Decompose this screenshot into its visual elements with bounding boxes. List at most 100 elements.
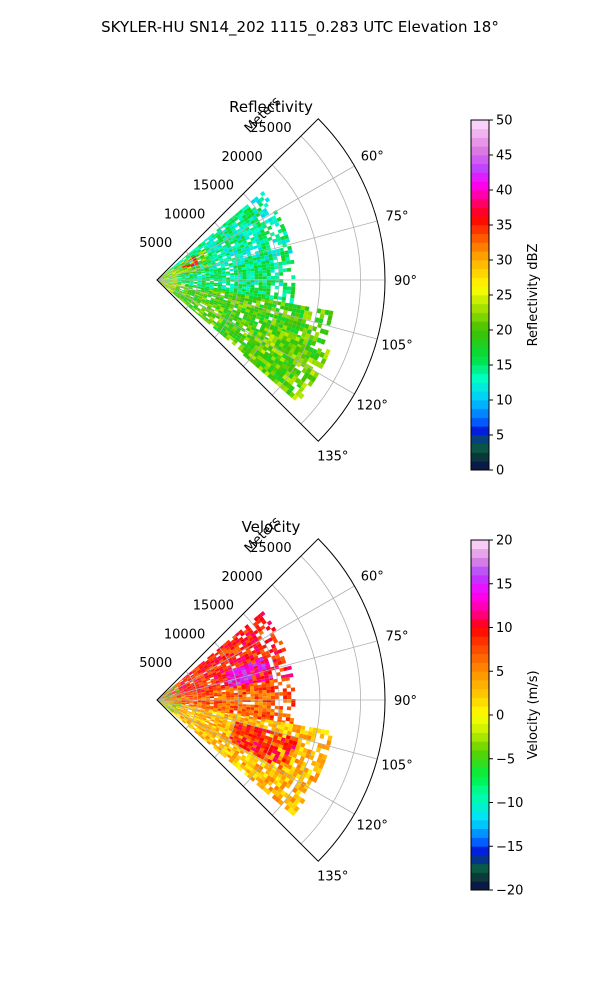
radar-gate xyxy=(289,338,295,345)
radar-gate xyxy=(277,315,282,321)
radar-gate xyxy=(245,768,251,774)
azimuth-spoke xyxy=(156,279,378,340)
azimuth-tick-label: 90° xyxy=(394,694,417,709)
radar-gate xyxy=(197,733,202,737)
radar-gate xyxy=(239,226,245,231)
radar-gate xyxy=(186,712,191,716)
radar-gate xyxy=(191,711,196,714)
radar-gate xyxy=(273,734,278,740)
radar-gate xyxy=(229,303,235,308)
radar-gate xyxy=(213,738,218,743)
radar-gate xyxy=(222,244,227,249)
radar-gate xyxy=(177,698,182,699)
radar-gate xyxy=(160,282,164,286)
radar-gate xyxy=(183,678,188,682)
radar-gate xyxy=(253,685,259,689)
radar-gate xyxy=(273,295,279,300)
radar-gate xyxy=(173,276,178,278)
radar-gate xyxy=(303,371,310,379)
radar-gate xyxy=(316,337,322,344)
radar-gate xyxy=(189,278,194,280)
radar-gate xyxy=(181,702,186,704)
radar-gate xyxy=(204,736,209,741)
radar-gate xyxy=(287,779,294,786)
radar-gate xyxy=(190,263,195,266)
radar-gate xyxy=(216,683,221,687)
radar-gate xyxy=(186,713,191,717)
colorbar-segment xyxy=(471,758,489,768)
radar-gate xyxy=(272,723,277,728)
radar-gate xyxy=(205,300,210,304)
radar-gate xyxy=(243,663,249,668)
radar-gate xyxy=(193,697,198,699)
radar-gate xyxy=(225,707,230,710)
radar-gate xyxy=(273,650,279,656)
radar-gate xyxy=(201,276,206,279)
radar-gate xyxy=(251,659,256,664)
radar-gate xyxy=(168,696,173,698)
radar-gate xyxy=(215,661,221,665)
radar-gate xyxy=(202,250,207,254)
radar-gate xyxy=(237,346,243,352)
radar-gate xyxy=(224,263,229,267)
radar-gate xyxy=(255,199,262,205)
radar-gate xyxy=(242,691,247,695)
radar-gate xyxy=(173,702,178,704)
radar-gate xyxy=(199,683,204,687)
radar-gate xyxy=(245,711,250,715)
radar-gate xyxy=(246,334,252,339)
radar-gate xyxy=(253,712,258,717)
radar-gate xyxy=(253,616,260,622)
radar-gate xyxy=(176,705,181,708)
radar-gate xyxy=(173,277,178,279)
radar-gate xyxy=(201,698,206,700)
radar-gate xyxy=(176,262,181,266)
radar-gate xyxy=(185,682,190,686)
radar-gate xyxy=(260,314,266,319)
radar-gate xyxy=(196,256,201,260)
radar-gate xyxy=(216,227,221,232)
radar-gate xyxy=(193,692,198,695)
radar-gate xyxy=(224,681,229,685)
radar-gate xyxy=(214,277,219,280)
radar-gate xyxy=(291,699,296,703)
radar-gate xyxy=(170,289,174,293)
radar-gate xyxy=(272,327,278,333)
radar-gate xyxy=(287,366,294,373)
radar-gate xyxy=(181,703,186,705)
radar-gate xyxy=(231,656,237,661)
radar-gate xyxy=(173,266,178,269)
radar-gate xyxy=(177,712,182,716)
radar-gate xyxy=(261,619,267,625)
radar-gate xyxy=(176,284,181,286)
radar-gate xyxy=(166,287,170,291)
radar-gate xyxy=(194,681,199,685)
radar-gate xyxy=(164,695,169,698)
radar-gate xyxy=(269,313,275,318)
radar-gate xyxy=(260,775,267,782)
radar-gate xyxy=(251,314,257,319)
radar-gate xyxy=(204,254,209,258)
radar-gate xyxy=(163,704,167,708)
radar-gate xyxy=(279,784,286,791)
radar-gate xyxy=(222,333,227,339)
radar-gate xyxy=(160,276,165,279)
radar-gate xyxy=(189,723,194,728)
radar-gate xyxy=(173,698,178,700)
radar-gate xyxy=(217,732,222,736)
colorbar-segment xyxy=(471,750,489,760)
radar-gate xyxy=(197,705,202,708)
radar-gate xyxy=(186,256,191,260)
radar-gate xyxy=(202,679,207,683)
radar-gate xyxy=(168,285,172,287)
radar-gate xyxy=(288,769,295,776)
radar-gate xyxy=(249,263,254,267)
radar-gate xyxy=(231,341,237,346)
radar-gate xyxy=(160,281,165,284)
radar-gate xyxy=(268,302,273,307)
radar-gate xyxy=(203,715,208,718)
colorbar-segment xyxy=(471,443,489,453)
radar-gate xyxy=(183,688,188,691)
radar-gate xyxy=(169,697,174,699)
radar-gate xyxy=(261,263,267,268)
